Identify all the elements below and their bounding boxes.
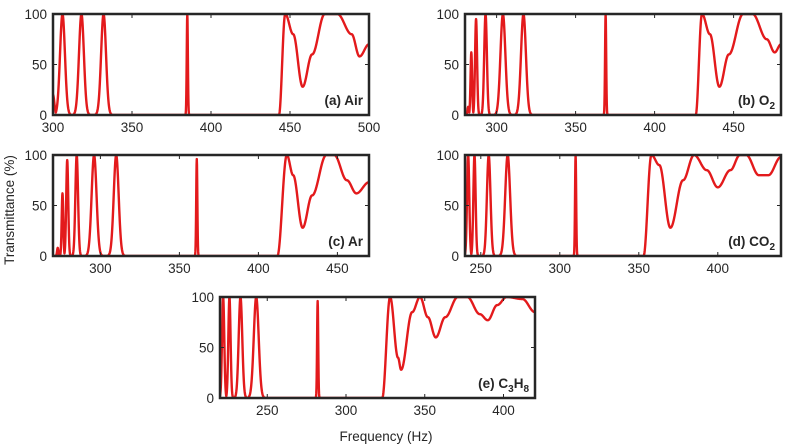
y-tick-label-a: 0	[39, 108, 47, 123]
y-tick-label-b: 100	[436, 7, 459, 22]
x-tick-label-a: 500	[358, 120, 381, 135]
x-tick-label-e: 400	[492, 403, 515, 418]
x-tick-label-a: 450	[279, 120, 302, 135]
x-tick-label-e: 250	[256, 403, 279, 418]
x-tick-label-d: 400	[707, 261, 730, 276]
y-tick-label-d: 100	[436, 148, 459, 163]
panel-d: 250 300 350 400 0 50 100 (d) CO2​	[436, 148, 783, 276]
plot-frame-b	[463, 12, 783, 117]
y-tick-label-c: 50	[32, 199, 47, 214]
y-tick-label-b: 50	[444, 58, 459, 73]
y-tick-label-a: 100	[24, 7, 47, 22]
x-tick-label-e: 350	[413, 403, 436, 418]
y-tick-label-e: 0	[206, 391, 214, 406]
x-tick-label-d: 250	[470, 261, 493, 276]
y-tick-label-b: 0	[451, 108, 459, 123]
panel-label-b: (b) O2​	[738, 93, 776, 112]
x-tick-label-d: 350	[628, 261, 651, 276]
panel-b: 300 350 400 450 0 50 100 (b) O2​	[436, 7, 783, 135]
panel-label-d: (d) CO2​	[728, 234, 775, 253]
panel-label-e: (e) C3​H8​	[478, 376, 529, 395]
x-tick-label-c: 450	[326, 261, 349, 276]
y-tick-label-d: 0	[451, 249, 459, 264]
x-tick-label-b: 350	[564, 120, 587, 135]
x-tick-label-b: 300	[485, 120, 508, 135]
y-tick-label-d: 50	[444, 199, 459, 214]
panel-label-a: (a) Air	[324, 93, 363, 108]
x-tick-label-b: 450	[722, 120, 745, 135]
panel-e: 250 300 350 400 0 50 100 (e) C3​H8​	[191, 290, 537, 418]
x-tick-label-e: 300	[335, 403, 358, 418]
transmittance-line-b	[465, 13, 781, 116]
y-tick-label-c: 0	[39, 249, 47, 264]
x-axis-label: Frequency (Hz)	[339, 429, 432, 444]
x-tick-label-c: 300	[89, 261, 112, 276]
y-tick-label-e: 100	[191, 290, 214, 305]
x-tick-label-a: 350	[121, 120, 144, 135]
transmittance-line-c	[53, 154, 369, 257]
panel-label-c: (c) Ar	[328, 234, 363, 249]
y-tick-label-c: 100	[24, 148, 47, 163]
x-tick-label-c: 400	[247, 261, 270, 276]
y-tick-label-a: 50	[32, 58, 47, 73]
x-tick-label-b: 400	[643, 120, 666, 135]
x-tick-label-c: 350	[168, 261, 191, 276]
y-tick-label-e: 50	[199, 341, 214, 356]
x-tick-label-a: 300	[42, 120, 65, 135]
x-tick-label-d: 300	[549, 261, 572, 276]
x-tick-label-a: 400	[200, 120, 223, 135]
y-axis-label: Transmittance (%)	[2, 155, 17, 265]
panel-c: 300 350 400 450 0 50 100 (c) Ar	[24, 148, 371, 276]
panel-a: 300 350 400 450 500 0 50 100 (a) Air	[24, 7, 380, 135]
transmittance-line-a	[53, 13, 369, 116]
